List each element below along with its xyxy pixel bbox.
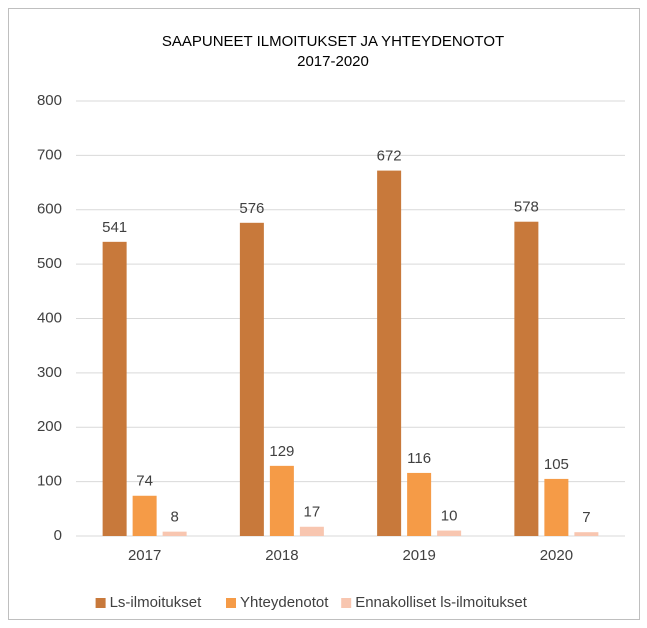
y-tick-label: 300	[37, 364, 62, 381]
legend-label: Ls-ilmoitukset	[110, 594, 203, 611]
bar	[132, 495, 157, 536]
value-label: 17	[304, 504, 321, 521]
chart-title: SAAPUNEET ILMOITUKSET JA YHTEYDENOTOT	[162, 33, 504, 50]
value-label: 578	[514, 199, 539, 216]
x-tick-label: 2019	[402, 547, 435, 564]
y-tick-label: 800	[37, 92, 62, 109]
y-tick-label: 700	[37, 146, 62, 163]
bar	[437, 530, 462, 536]
bar	[377, 170, 402, 536]
x-tick-label: 2018	[265, 547, 298, 564]
x-tick-label: 2017	[128, 547, 161, 564]
legend-label: Yhteydenotot	[240, 594, 329, 611]
bar	[239, 222, 264, 537]
bar	[269, 465, 294, 536]
legend-swatch	[341, 598, 352, 608]
legend-swatch	[95, 598, 106, 608]
value-label: 576	[239, 200, 264, 217]
value-label: 105	[544, 456, 569, 473]
y-tick-label: 500	[37, 255, 62, 272]
bar	[544, 478, 569, 536]
value-label: 74	[136, 473, 153, 490]
value-label: 672	[377, 148, 402, 165]
value-label: 8	[170, 509, 178, 526]
value-label: 541	[102, 219, 127, 236]
bar	[299, 526, 324, 536]
bar	[514, 221, 539, 536]
y-tick-label: 0	[54, 527, 62, 544]
y-tick-label: 200	[37, 418, 62, 435]
y-tick-label: 400	[37, 309, 62, 326]
y-tick-label: 600	[37, 201, 62, 218]
value-label: 129	[269, 443, 294, 460]
bar	[407, 472, 432, 536]
bar	[102, 241, 127, 537]
y-tick-label: 100	[37, 473, 62, 490]
legend-swatch	[226, 598, 236, 608]
value-label: 7	[582, 509, 590, 526]
value-label: 10	[441, 508, 458, 525]
x-tick-label: 2020	[540, 547, 573, 564]
bar	[162, 531, 187, 536]
value-label: 116	[407, 450, 431, 467]
legend-label: Ennakolliset ls-ilmoitukset	[355, 594, 528, 611]
chart-subtitle: 2017-2020	[297, 53, 369, 70]
bar	[574, 532, 599, 536]
